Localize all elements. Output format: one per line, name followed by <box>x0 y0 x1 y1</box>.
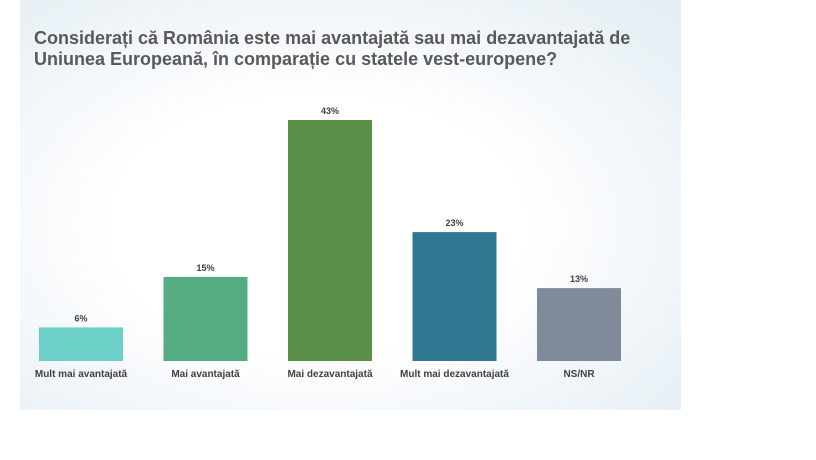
bar-mai-avantajata <box>163 276 248 361</box>
category-label-mai-dezavantajata: Mai dezavantajată <box>287 369 372 380</box>
chart-panel: Considerați că România este mai avantaja… <box>20 0 681 410</box>
chart-title: Considerați că România este mai avantaja… <box>34 28 631 69</box>
value-label-mult-mai-avantajata: 6% <box>74 313 87 323</box>
value-label-mai-avantajata: 15% <box>196 263 214 273</box>
bar-chart: 6% Mult mai avantajată 15% Mai avantajată 43… <box>35 106 621 380</box>
value-label-mai-dezavantajata: 43% <box>321 106 339 116</box>
value-label-mult-mai-dezavantajata: 23% <box>445 218 463 228</box>
bar-mult-mai-dezavantajata <box>412 232 497 361</box>
bar-mai-dezavantajata <box>288 120 372 361</box>
category-label-mult-mai-avantajata: Mult mai avantajată <box>35 369 128 380</box>
category-label-mult-mai-dezavantajata: Mult mai dezavantajată <box>400 369 509 380</box>
bar-ns-nr <box>537 288 621 361</box>
bar-mult-mai-avantajata <box>39 327 123 361</box>
category-label-ns-nr: NS/NR <box>563 369 595 380</box>
value-label-ns-nr: 13% <box>570 274 588 284</box>
category-label-mai-avantajata: Mai avantajată <box>171 369 240 380</box>
